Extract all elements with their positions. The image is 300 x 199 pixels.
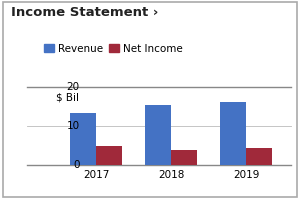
Bar: [220, 102, 246, 165]
Text: 20: 20: [66, 82, 80, 92]
Bar: [70, 113, 96, 165]
Text: 10: 10: [66, 121, 80, 131]
Bar: [246, 148, 272, 165]
Bar: [171, 150, 197, 165]
Text: Income Statement ›: Income Statement ›: [11, 6, 158, 19]
Bar: [145, 105, 171, 165]
Text: $ Bil: $ Bil: [56, 92, 80, 102]
Legend: Revenue, Net Income: Revenue, Net Income: [44, 44, 182, 54]
Text: 0: 0: [73, 160, 80, 170]
Bar: [96, 146, 122, 165]
